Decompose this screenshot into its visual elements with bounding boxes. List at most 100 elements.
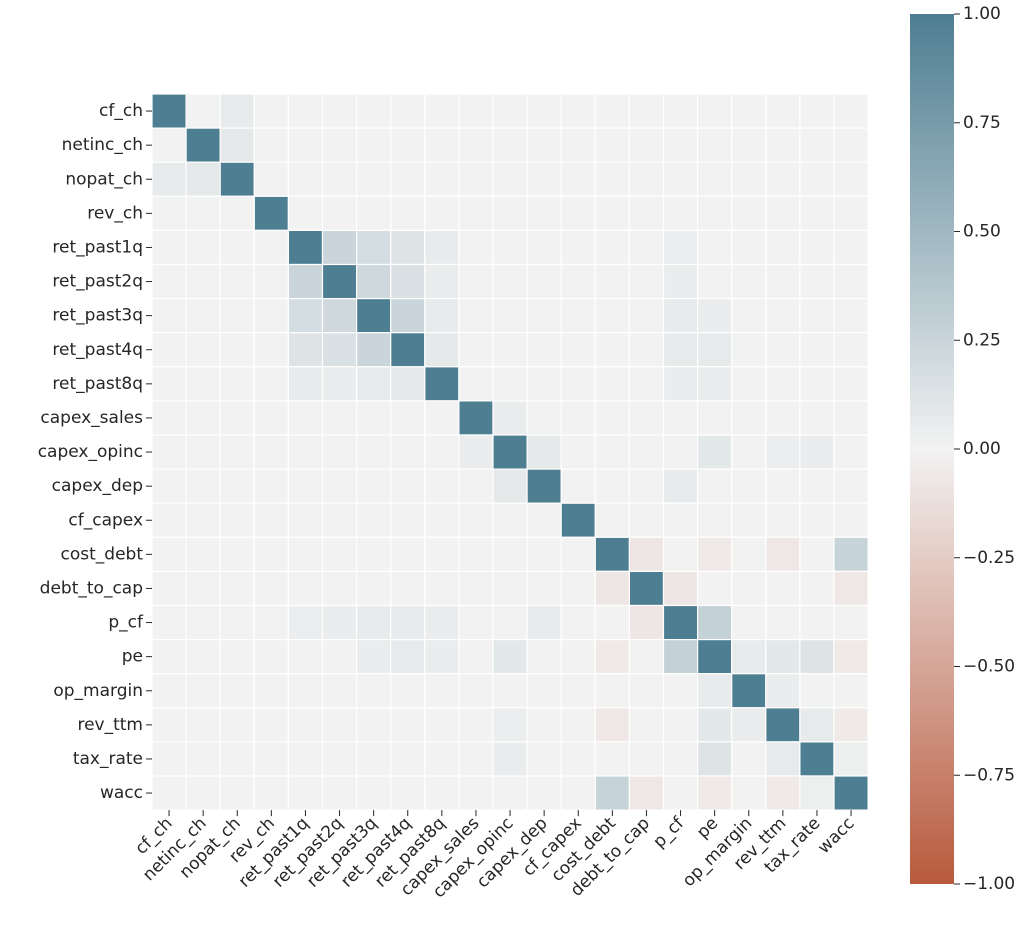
heatmap-cell-debt_to_cap-debt_to_cap [629, 571, 663, 605]
heatmap-cell-ret_past1q-wacc [834, 230, 868, 264]
y-tick-label: cf_ch [99, 101, 143, 121]
heatmap-cell-capex_opinc-capex_sales [459, 435, 493, 469]
heatmap-cell-rev_ch-ret_past2q [323, 196, 357, 230]
heatmap-cell-rev_ttm-capex_sales [459, 708, 493, 742]
heatmap-cell-tax_rate-ret_past8q [425, 742, 459, 776]
heatmap-cell-wacc-cost_debt [595, 776, 629, 810]
heatmap-cell-capex_opinc-pe [698, 435, 732, 469]
heatmap-cell-ret_past3q-wacc [834, 299, 868, 333]
heatmap-cell-ret_past8q-nopat_ch [220, 367, 254, 401]
heatmap-cell-cf_ch-netinc_ch [186, 94, 220, 128]
heatmap-cell-debt_to_cap-wacc [834, 571, 868, 605]
heatmap-cell-ret_past1q-tax_rate [800, 230, 834, 264]
heatmap-cell-capex_sales-ret_past1q [288, 401, 322, 435]
heatmap-cell-wacc-ret_past8q [425, 776, 459, 810]
heatmap-cell-rev_ttm-ret_past4q [391, 708, 425, 742]
heatmap-cell-ret_past4q-rev_ttm [766, 333, 800, 367]
heatmap-cell-nopat_ch-ret_past3q [357, 162, 391, 196]
heatmap-cell-debt_to_cap-ret_past8q [425, 571, 459, 605]
heatmap-cell-rev_ttm-cost_debt [595, 708, 629, 742]
heatmap-cell-capex_dep-op_margin [732, 469, 766, 503]
colorbar-tick-label: 0.25 [963, 330, 1001, 350]
colorbar-tick-label: −1.00 [963, 874, 1015, 894]
heatmap-cell-p_cf-op_margin [732, 606, 766, 640]
heatmap-cell-capex_opinc-ret_past1q [288, 435, 322, 469]
heatmap-cell-cf_capex-ret_past4q [391, 503, 425, 537]
heatmap-cell-netinc_ch-ret_past4q [391, 128, 425, 162]
heatmap-cell-ret_past4q-rev_ch [254, 333, 288, 367]
heatmap-cell-debt_to_cap-capex_opinc [493, 571, 527, 605]
y-tick-label: tax_rate [73, 749, 143, 769]
heatmap-cell-ret_past4q-netinc_ch [186, 333, 220, 367]
heatmap-cell-nopat_ch-ret_past2q [323, 162, 357, 196]
heatmap-cell-ret_past3q-cf_capex [561, 299, 595, 333]
heatmap-cell-ret_past1q-rev_ch [254, 230, 288, 264]
heatmap-cell-rev_ttm-wacc [834, 708, 868, 742]
heatmap-cell-op_margin-wacc [834, 674, 868, 708]
heatmap-cell-netinc_ch-cost_debt [595, 128, 629, 162]
y-tick-labels: cf_ch netinc_ch nopat_ch rev_ch ret_past1qre… [38, 101, 152, 803]
heatmap-cell-wacc-rev_ch [254, 776, 288, 810]
colorbar: 1.00 0.75 0.50 0.25 0.00 −0.25 −0.50 −0.75 −1.00 [910, 4, 1015, 894]
heatmap-cell-ret_past1q-nopat_ch [220, 230, 254, 264]
heatmap-cell-ret_past1q-ret_past4q [391, 230, 425, 264]
heatmap-cell-rev_ch-ret_past4q [391, 196, 425, 230]
heatmap-cell-cf_ch-cf_ch [152, 94, 186, 128]
heatmap-cell-p_cf-ret_past8q [425, 606, 459, 640]
heatmap-cell-cost_debt-netinc_ch [186, 537, 220, 571]
heatmap-cell-pe-wacc [834, 640, 868, 674]
heatmap-cell-ret_past1q-pe [698, 230, 732, 264]
heatmap-cell-debt_to_cap-ret_past4q [391, 571, 425, 605]
heatmap-cell-ret_past8q-ret_past4q [391, 367, 425, 401]
heatmap-cell-rev_ttm-rev_ch [254, 708, 288, 742]
heatmap-cell-ret_past2q-pe [698, 265, 732, 299]
heatmap-cell-tax_rate-nopat_ch [220, 742, 254, 776]
heatmap-cell-ret_past2q-cost_debt [595, 265, 629, 299]
heatmap-cell-ret_past1q-capex_opinc [493, 230, 527, 264]
heatmap-cell-cf_ch-cf_capex [561, 94, 595, 128]
heatmap-cell-wacc-rev_ttm [766, 776, 800, 810]
heatmap-cell-cost_debt-pe [698, 537, 732, 571]
heatmap-cell-ret_past1q-ret_past2q [323, 230, 357, 264]
heatmap-cell-wacc-tax_rate [800, 776, 834, 810]
heatmap-cell-cf_capex-nopat_ch [220, 503, 254, 537]
heatmap-cell-capex_sales-cf_capex [561, 401, 595, 435]
heatmap-cell-ret_past1q-ret_past1q [288, 230, 322, 264]
heatmap-cell-tax_rate-cf_capex [561, 742, 595, 776]
heatmap-cell-capex_sales-pe [698, 401, 732, 435]
heatmap-cell-netinc_ch-ret_past1q [288, 128, 322, 162]
heatmap-cell-ret_past4q-capex_sales [459, 333, 493, 367]
heatmap-cell-nopat_ch-ret_past1q [288, 162, 322, 196]
heatmap-cell-debt_to_cap-cf_capex [561, 571, 595, 605]
heatmap-cell-cf_capex-netinc_ch [186, 503, 220, 537]
heatmap-cell-cf_capex-ret_past2q [323, 503, 357, 537]
heatmap-cell-capex_opinc-nopat_ch [220, 435, 254, 469]
heatmap-cell-ret_past3q-rev_ch [254, 299, 288, 333]
heatmap-cell-ret_past4q-cf_ch [152, 333, 186, 367]
heatmap-cell-pe-rev_ch [254, 640, 288, 674]
heatmap-cell-p_cf-capex_sales [459, 606, 493, 640]
heatmap-cell-ret_past4q-capex_dep [527, 333, 561, 367]
heatmap-cell-ret_past2q-rev_ch [254, 265, 288, 299]
heatmap-cell-pe-cf_capex [561, 640, 595, 674]
heatmap-cell-cf_ch-wacc [834, 94, 868, 128]
heatmap-cell-rev_ch-ret_past8q [425, 196, 459, 230]
heatmap-cell-ret_past8q-capex_opinc [493, 367, 527, 401]
heatmap-cell-rev_ch-rev_ch [254, 196, 288, 230]
heatmap-cell-netinc_ch-capex_sales [459, 128, 493, 162]
heatmap-cell-wacc-ret_past2q [323, 776, 357, 810]
heatmap-cell-rev_ch-capex_opinc [493, 196, 527, 230]
heatmap-cell-rev_ttm-p_cf [664, 708, 698, 742]
heatmap-cell-debt_to_cap-ret_past1q [288, 571, 322, 605]
heatmap-cell-p_cf-cf_capex [561, 606, 595, 640]
heatmap-cell-pe-op_margin [732, 640, 766, 674]
heatmap-cell-cf_ch-ret_past2q [323, 94, 357, 128]
heatmap-cell-rev_ttm-netinc_ch [186, 708, 220, 742]
heatmap-cell-capex_sales-nopat_ch [220, 401, 254, 435]
colorbar-tick-label: 0.00 [963, 439, 1001, 459]
heatmap-cell-ret_past2q-netinc_ch [186, 265, 220, 299]
heatmap-cell-ret_past2q-capex_dep [527, 265, 561, 299]
colorbar-tick-label: 1.00 [963, 4, 1001, 24]
heatmap-cell-netinc_ch-cf_capex [561, 128, 595, 162]
heatmap-cell-rev_ch-rev_ttm [766, 196, 800, 230]
